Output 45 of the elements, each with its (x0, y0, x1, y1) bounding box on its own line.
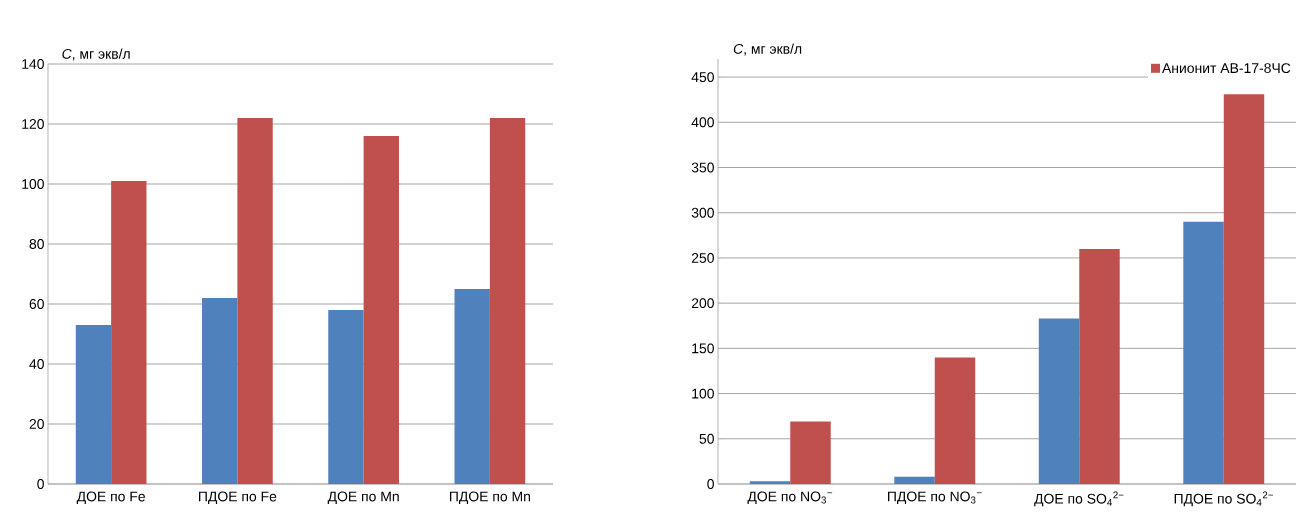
bar (363, 136, 399, 484)
x-tick-label: ДОЕ по SO$_{4}$2− (1034, 491, 1124, 507)
y-tick-label: 60 (29, 299, 44, 309)
bar (749, 481, 791, 484)
bar (1223, 94, 1265, 484)
y-tick-label: 100 (22, 179, 44, 189)
x-tick-label: ДОЕ по NO$_{3}$− (747, 491, 833, 505)
bar (790, 421, 831, 484)
y-axis-title: C, мг экв/л (733, 43, 802, 56)
x-tick-label: ПДОЕ по SO$_{4}$2− (1174, 491, 1273, 507)
x-tick-label: ПДОЕ по Mn (449, 491, 531, 505)
y-axis-title: C, мг экв/л (62, 48, 130, 61)
bar (1183, 221, 1224, 484)
y-tick-label: 400 (691, 117, 714, 128)
bar (489, 118, 526, 484)
y-tick-label: 0 (37, 479, 44, 489)
legend-label: Анионит АВ-17-8ЧС (1162, 63, 1291, 74)
y-tick-label: 20 (29, 419, 44, 429)
x-tick-label: ДОЕ по Fe (76, 491, 145, 505)
y-tick-label: 350 (691, 162, 714, 173)
y-tick-label: 250 (691, 252, 714, 263)
y-tick-label: 0 (707, 479, 714, 489)
y-tick-label: 50 (699, 433, 714, 444)
y-tick-label: 450 (691, 72, 714, 83)
y-tick-label: 300 (691, 207, 714, 218)
bar (1079, 248, 1120, 484)
y-tick-label: 100 (692, 388, 714, 399)
bar (75, 325, 112, 484)
x-tick-label: ДОЕ по Mn (327, 491, 399, 505)
y-tick-label: 150 (692, 343, 714, 354)
bar (1038, 318, 1080, 484)
y-tick-label: 200 (691, 298, 714, 309)
y-tick-label: 140 (22, 59, 44, 69)
bar (328, 310, 364, 484)
y-tick-label: 80 (29, 239, 44, 249)
y-tick-label: 120 (22, 119, 44, 129)
bar (454, 289, 490, 484)
x-tick-label: ПДОЕ по Fe (199, 491, 277, 505)
bar (237, 118, 273, 484)
bar (934, 357, 976, 484)
x-tick-label: ПДОЕ по NO$_{3}$− (888, 491, 982, 505)
bar (202, 298, 238, 484)
bar (111, 181, 147, 484)
bar (894, 476, 935, 484)
y-tick-label: 40 (29, 359, 44, 369)
